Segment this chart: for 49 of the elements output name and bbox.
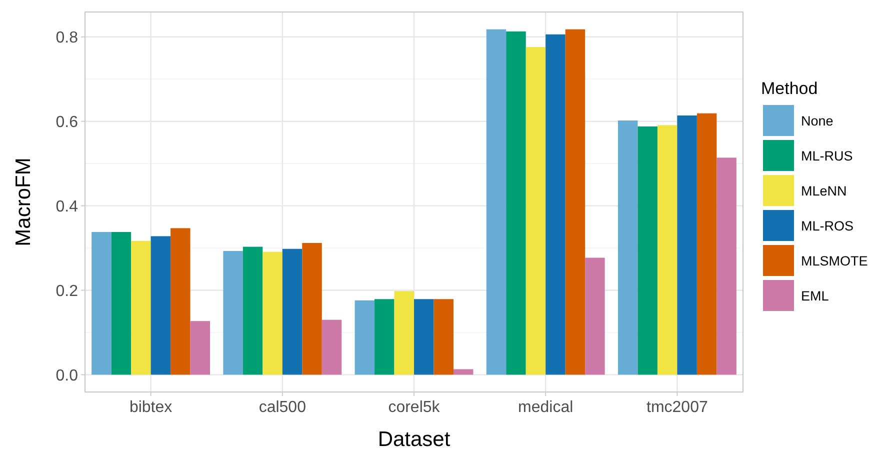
bar [546,34,566,375]
bar [131,240,151,375]
bar [354,300,375,375]
bar [414,299,434,375]
bar [282,248,302,375]
x-tick-label: tmc2007 [646,399,708,416]
y-axis-title: MacroFM [12,158,35,246]
bar [565,29,586,375]
legend-label: EML [801,288,830,304]
bar [453,369,474,375]
y-tick-label: 0.8 [56,30,78,47]
x-tick-label: cal500 [258,399,306,416]
bar [716,158,736,375]
y-tick-label: 0.4 [56,198,78,216]
x-axis-title: Dataset [378,428,450,451]
legend-label: None [801,114,834,128]
legend-label: MLSMOTE [801,254,868,268]
x-tick-label: corel5k [388,399,441,416]
bar [585,258,605,375]
legend-label: ML-ROS [801,218,854,234]
legend-label: MLeNN [801,184,847,198]
x-tick-label: medical [518,399,574,416]
y-tick-label: 0.0 [56,367,78,384]
bar [170,228,190,375]
bar [657,125,678,375]
bar [302,242,322,375]
bar [111,232,132,375]
bar [262,252,282,375]
bar [92,232,112,375]
y-tick-label: 0.6 [56,114,78,131]
bar [322,320,342,375]
bar [394,291,414,375]
legend-title: Method [761,79,818,98]
bar [190,321,210,375]
bar [638,126,658,375]
bar [374,299,394,375]
bar [486,29,506,375]
bar [618,120,638,375]
bar [223,250,243,375]
bar [242,246,263,375]
bar [506,31,526,375]
y-tick-label: 0.2 [56,282,78,300]
bar [150,236,171,375]
legend-label: ML-RUS [801,148,853,164]
bar [677,115,697,375]
bar [434,299,454,375]
bar [696,113,717,375]
x-tick-label: bibtex [129,399,172,416]
bar [526,47,546,375]
